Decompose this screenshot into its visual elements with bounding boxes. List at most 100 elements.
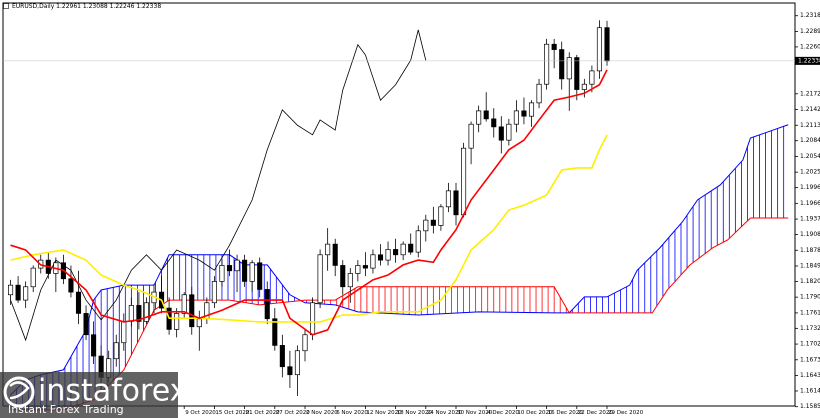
x-tick-label: 15 Oct 2020 [215,410,250,416]
candle-body [453,190,459,216]
candle-body [226,265,233,272]
y-tick-label: 1.19370 [800,216,820,223]
candle-body [15,284,21,301]
candle-body [75,291,82,314]
candle-body [234,259,240,272]
candle-body [370,254,376,269]
x-tick-label: 22 Dec 2020 [578,410,614,416]
candle-body [536,83,542,104]
y-tick-label: 1.20250 [800,169,820,176]
candle-body [143,302,150,322]
candle-body [377,254,384,261]
indicator-line [10,134,608,323]
candle-body [249,262,255,282]
candle-body [302,334,308,352]
logo-ring [3,376,35,408]
candle-body [498,126,504,141]
candle-body [581,83,587,90]
candle-body [272,318,278,346]
y-tick-label: 1.21425 [800,106,820,113]
y-tick-label: 1.17320 [800,325,820,332]
plot-area [8,20,789,411]
candle-body [219,265,225,282]
y-tick-label: 1.16730 [800,356,820,363]
candle-body [544,43,550,85]
y-tick-label: 1.16435 [800,372,820,379]
candle-body [521,110,527,117]
y-tick-label: 1.18490 [800,262,820,269]
candle-body [559,49,565,80]
candle-body [551,43,557,50]
y-tick-label: 1.19665 [800,200,820,207]
candle-body [211,281,217,304]
x-tick-label: 24 Nov 2020 [427,410,463,416]
candle-body [257,262,263,290]
candle-body [491,118,497,128]
candle-body [393,249,399,256]
candle-body [189,294,195,328]
y-tick-label: 1.17905 [800,294,820,301]
y-tick-label: 1.15850 [800,403,820,410]
candle-body [83,313,89,336]
candle-body [113,342,119,360]
candle-body [385,249,391,261]
candle-body [423,219,429,232]
candle-body [408,243,414,253]
plot-frame [2,2,796,407]
candle-body [513,110,519,125]
candle-body [91,334,97,357]
candle-body [8,284,14,296]
x-tick-label: 30 Nov 2020 [457,410,493,416]
x-tick-label: 6 Nov 2020 [336,410,368,416]
y-tick-label: 1.19080 [800,231,820,238]
y-tick-label: 1.20840 [800,137,820,144]
x-tick-label: 4 Dec 2020 [487,410,519,416]
candle-body [528,102,535,117]
candle-body [317,254,323,304]
candle-body [362,265,368,269]
candle-body [430,219,436,226]
watermark-tagline: Instant Forex Trading [8,403,124,416]
chart-title: EURUSD,Daily 1.22961 1.23088 1.22246 1.2… [12,3,161,10]
candle-body [121,321,127,344]
indicator-line [10,69,608,336]
x-tick-label: 10 Dec 2020 [517,410,553,416]
candle-body [445,190,452,208]
candle-body [136,305,142,322]
last-price-box [795,56,820,65]
y-tick-label: 1.16145 [800,387,820,394]
senkou-span-a [10,124,789,396]
candle-body [174,313,180,330]
y-tick-label: 1.21720 [800,90,820,97]
senkou-span-b [10,217,789,411]
x-tick-label: 9 Oct 2020 [185,410,216,416]
candle-body [340,265,346,288]
candle-body [30,267,36,288]
candle-body [279,345,285,368]
x-tick-label: 27 Oct 2020 [276,410,311,416]
candle-body [596,27,603,72]
candle-body [196,318,202,328]
watermark-brand: instaforex [38,374,187,409]
candle-body [355,265,361,274]
y-tick-label: 1.18785 [800,247,820,254]
x-tick-label: 18 Nov 2020 [397,410,433,416]
candle-body [506,123,512,141]
y-tick-label: 1.17025 [800,341,820,348]
candle-body [294,350,301,376]
y-tick-label: 1.23185 [800,12,820,19]
logo-swirl [9,381,30,400]
candle-body [332,243,338,266]
x-tick-label: 12 Nov 2020 [366,410,402,416]
y-tick-label: 1.17610 [800,309,820,316]
candle-body [604,27,610,62]
candle-body [461,147,467,216]
candle-body [566,57,572,80]
y-tick-label: 1.22600 [800,43,820,50]
x-tick-label: 2 Nov 2020 [306,410,338,416]
candle-body [23,286,29,301]
y-tick-label: 1.19960 [800,184,820,191]
